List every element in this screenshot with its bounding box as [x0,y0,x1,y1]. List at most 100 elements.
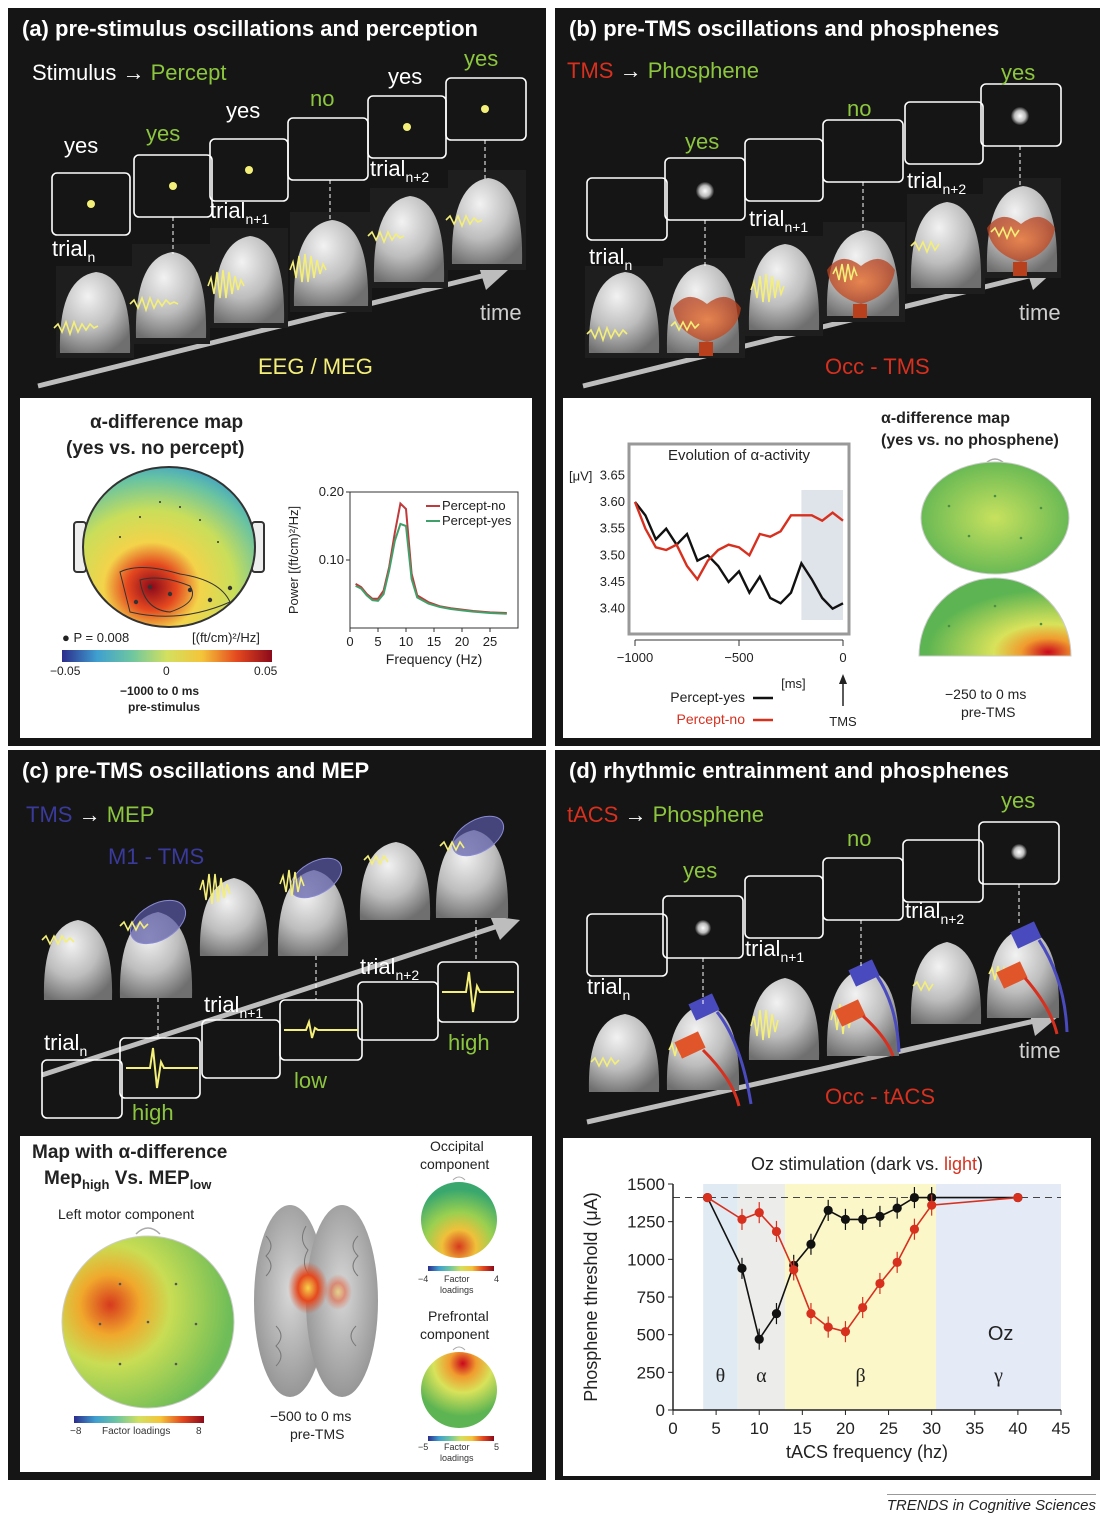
answer-b3: yes [1001,60,1035,85]
prefrontal-label-1: Prefrontal [428,1308,489,1324]
y-tick-label: 1250 [627,1213,665,1232]
data-point [875,1212,884,1221]
y-axis-label: Phosphene threshold (μA) [581,1192,601,1402]
y-tick-label: 750 [637,1288,665,1307]
map-title-2: (yes vs. no percept) [66,438,244,460]
head-2 [132,244,210,344]
journal-footer: TRENDS in Cognitive Sciences [887,1494,1096,1514]
panel-a-schematic: yes yes yes no yes yes trialn trialn+1 t… [8,8,546,398]
trial-d-n: trialn [587,974,630,1003]
band-label-0: θ [716,1365,726,1387]
cbar-occ-label-1: Factor [444,1274,470,1284]
y-tick-label: 3.65 [600,467,625,482]
trial-c-n2: trialn+2 [360,954,419,983]
time-arrow-c [42,926,498,1075]
data-point [927,1200,936,1209]
data-point [893,1204,902,1213]
oz-annotation: Oz [988,1323,1014,1345]
data-point [1013,1193,1022,1202]
tms-label: TMS [829,714,857,729]
answer-5: yes [388,64,422,89]
y-tick-label: 1500 [627,1175,665,1194]
x-tick-label: 35 [965,1419,984,1438]
data-point [858,1303,867,1312]
data-point [910,1225,919,1234]
head-b1 [585,266,663,358]
x-tick-label: 15 [427,634,441,649]
data-point [789,1265,798,1274]
level-3: high [448,1030,490,1055]
answer-b2: no [847,96,871,121]
map-title-c-1: Map with α-difference [32,1142,227,1164]
window-b-1: −250 to 0 ms [945,686,1026,702]
map-title-c-2: Mephigh Vs. MEPlow [44,1168,211,1192]
series-line-1 [356,524,507,614]
cbar-pre-label-2: loadings [440,1453,474,1463]
y-tick-label: 250 [637,1363,665,1382]
p-value-label: ● P = 0.008 [62,630,129,645]
cbar-pre-max: 5 [494,1442,499,1452]
cbar-tick-max: 0.05 [254,664,277,678]
head-c5 [360,842,430,920]
band-label-1: α [756,1365,767,1387]
occipital-topomap [418,1174,500,1264]
phosphene-1 [696,182,714,200]
x-tick-label: 20 [455,634,469,649]
data-point [841,1215,850,1224]
window-a-2: pre-stimulus [128,700,200,714]
x-tick-label: 0 [668,1419,677,1438]
data-point [755,1335,764,1344]
cbar-occ-label-2: loadings [440,1285,474,1295]
cbar-occ-min: −4 [418,1274,428,1284]
map-title-b-2: (yes vs. no phosphene) [881,432,1059,450]
x-tick-label: 0 [839,650,846,665]
data-point [806,1240,815,1249]
y-axis-unit: [μV] [569,469,592,484]
x-axis-unit: [ms] [781,676,806,691]
window-c-1: −500 to 0 ms [270,1408,351,1424]
data-point [772,1309,781,1318]
trial-b-n2: trialn+2 [907,168,966,197]
data-point [893,1258,902,1267]
y-tick-label: 3.40 [600,601,625,616]
head-d5 [911,942,981,1024]
occipital-label-2: component [420,1156,489,1172]
answer-2: yes [146,121,180,146]
left-motor-topomap [50,1224,250,1414]
y-axis-label: Power [(ft/cm)²/Hz] [286,506,301,614]
head-4 [290,212,372,312]
colorbar-a [62,650,272,662]
alpha-topomap [60,462,280,642]
cbar-tick-mid: 0 [163,664,170,678]
answer-b1: yes [685,129,719,154]
data-point [806,1309,815,1318]
data-point [737,1264,746,1273]
panel-a-results: α-difference map (yes vs. no percept) ● … [20,398,532,738]
cbar-c-label: Factor loadings [102,1426,170,1437]
power-spectrum-chart: 0 5 10 15 20 25 0.10 0.20 Frequency (Hz) Power [(… [282,476,532,676]
legend-label-1: Percept-no [677,711,746,727]
chart-title: Evolution of α-activity [668,447,811,464]
panel-d: (d) rhythmic entrainment and phosphenes … [555,750,1100,1480]
head-b5 [907,194,985,294]
heads [56,170,526,358]
x-tick-label: 40 [1008,1419,1027,1438]
panel-d-results: θ α β γ Oz 0 250 500 750 1000 1250 1500 0 5 10 15 20 25 30… [563,1138,1091,1476]
y-tick-label: 3.60 [600,494,625,509]
colorbar-occ [428,1266,494,1271]
panel-a: (a) pre-stimulus oscillations and percep… [8,8,546,746]
legend-label-0: Percept-no [442,498,506,513]
y-tick-label: 3.55 [600,521,625,536]
answer-6: yes [464,46,498,71]
phosphene-d2 [1011,844,1027,860]
trial-c-n1: trialn+1 [204,992,263,1021]
mep-boxes [42,962,518,1118]
answer-3: yes [226,98,260,123]
y-tick-label: 1000 [627,1250,665,1269]
answer-1: yes [64,133,98,158]
trial-b-n1: trialn+1 [749,206,808,235]
method-label-b: Occ - TMS [825,354,930,379]
tms-arrowhead [839,674,847,684]
method-label: EEG / MEG [258,354,373,379]
heads-b [585,178,1061,358]
